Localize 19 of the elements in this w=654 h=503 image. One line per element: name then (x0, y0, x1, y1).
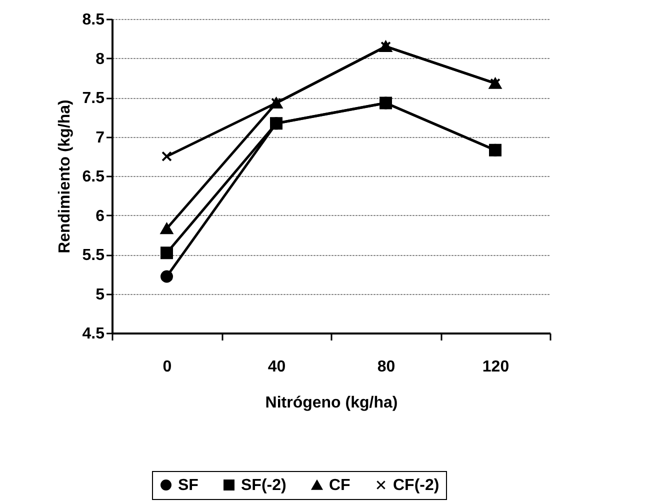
y-tick-label: 6 (96, 208, 105, 225)
legend-label: SF (178, 477, 199, 494)
x-tick-label: 0 (162, 358, 172, 376)
x-tick-label: 40 (268, 358, 286, 376)
y-tick-label: 5 (96, 286, 105, 304)
legend-label: CF (329, 477, 351, 494)
x-tick-label: 120 (482, 358, 510, 376)
y-axis-title: Rendimiento (kg/ha) (56, 100, 74, 254)
y-tick-label: 4.5 (82, 326, 105, 342)
y-tick-label: 7 (96, 129, 105, 146)
x-axis-title: Nitrógeno (kg/ha) (265, 394, 398, 412)
y-tick-label: 7.5 (82, 90, 105, 107)
legend-label: CF(-2) (393, 477, 440, 494)
x-tick-label: 80 (377, 358, 396, 376)
legend-label: SF(-2) (241, 477, 286, 494)
y-tick-label: 8.5 (82, 12, 105, 28)
y-tick-label: 8 (96, 50, 105, 68)
y-tick-label: 6.5 (82, 168, 105, 186)
y-tick-label: 5.5 (82, 247, 105, 264)
